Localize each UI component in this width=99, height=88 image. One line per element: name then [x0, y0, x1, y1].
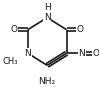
Text: CH₃: CH₃	[2, 57, 18, 66]
Text: O: O	[10, 25, 18, 34]
Text: H: H	[44, 3, 51, 12]
Text: N: N	[44, 13, 51, 22]
Text: O: O	[92, 49, 99, 58]
Text: O: O	[77, 25, 84, 34]
Text: N: N	[79, 49, 85, 58]
Text: N: N	[24, 49, 31, 58]
Text: NH₂: NH₂	[39, 77, 56, 86]
